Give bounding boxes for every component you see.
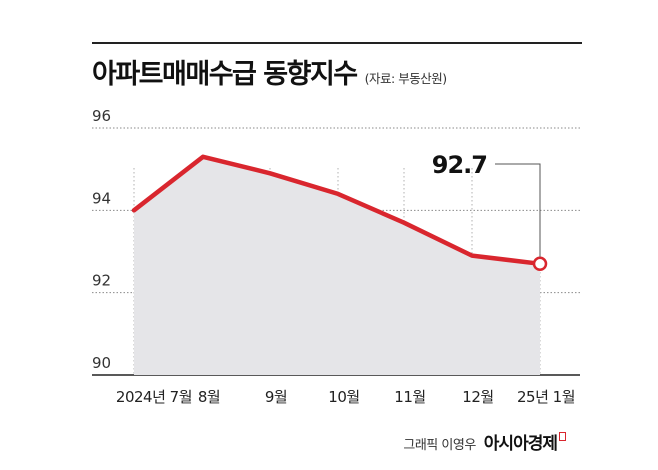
chart-title: 아파트매매수급 동향지수 [92,59,358,90]
series-line [131,154,543,267]
line-layer [131,154,548,272]
brand-logo: 아시아경제 [484,429,566,454]
x-tick-label: 9월 [265,388,287,406]
y-tick-label: 90 [92,354,111,372]
credit-text: 그래픽 이영우 [403,438,476,453]
x-tick-label: 25년 1월 [517,388,575,406]
x-tick-label: 11월 [394,388,425,406]
area-layer [134,156,540,375]
highlight-marker [532,256,548,272]
area-fill [134,156,540,375]
label-layer: 90 92 94 96 2024년 7월 8월 9월 10월 11월 12월 25년 1월 [92,107,576,406]
callout-leader [495,163,541,257]
x-tick-label: 10월 [328,388,359,406]
brand-mark-icon [559,432,566,441]
y-tick-label: 92 [92,272,111,290]
top-rule [92,42,582,44]
y-tick-label: 94 [92,189,111,207]
callout-layer: 92.7 [432,151,541,257]
callout-label: 92.7 [432,151,487,179]
x-tick-label: 12월 [462,388,493,406]
y-tick-label: 96 [92,107,111,125]
x-tick-label: 2024년 7월 [116,388,192,406]
credit: 그래픽 이영우 아시아경제 [403,429,566,454]
x-tick-label: 8월 [198,388,220,406]
title-row: 아파트매매수급 동향지수 (자료: 부동산원) [92,52,447,91]
brand-name: 아시아경제 [483,434,558,454]
chart-source: (자료: 부동산원) [364,71,447,86]
